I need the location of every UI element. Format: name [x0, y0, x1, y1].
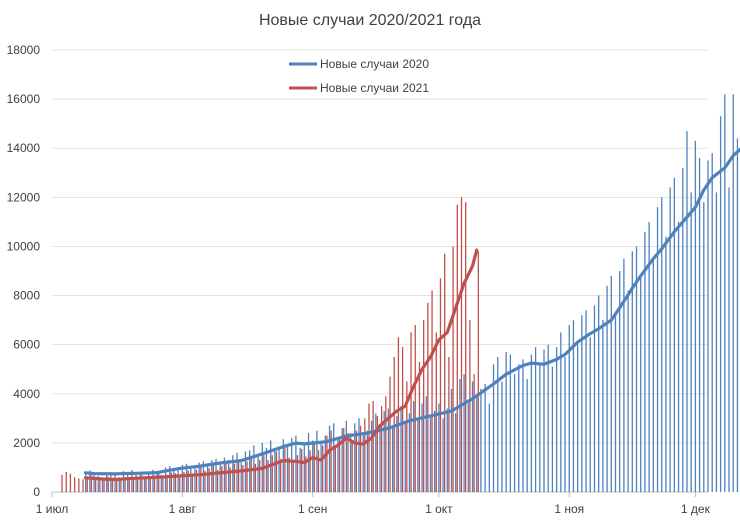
- y-tick-label: 8000: [13, 289, 40, 303]
- y-tick-label: 10000: [7, 239, 41, 253]
- gridlines: [52, 49, 708, 493]
- series-line-2020: [83, 147, 740, 476]
- x-tick-label: 1 ноя: [554, 502, 584, 516]
- y-tick-label: 2000: [13, 436, 40, 450]
- line-2021-group: [83, 248, 479, 482]
- x-tick-label: 1 окт: [425, 502, 453, 516]
- y-tick-label: 12000: [7, 190, 41, 204]
- legend: Новые случаи 2020 Новые случаи 2021: [289, 57, 429, 95]
- y-tick-label: 6000: [13, 338, 40, 352]
- y-tick-label: 16000: [7, 92, 41, 106]
- y-tick-label: 4000: [13, 387, 40, 401]
- x-tick-label: 1 авг: [169, 502, 197, 516]
- y-axis: 0 2000 4000 6000 8000 10000 12000 14000 16000 180…: [7, 43, 41, 499]
- y-tick-label: 14000: [7, 141, 41, 155]
- line-2020-group: [83, 147, 740, 476]
- legend-label-2020: Новые случаи 2020: [320, 57, 429, 71]
- x-tick-label: 1 дек: [681, 502, 711, 516]
- series-line-2021: [83, 248, 479, 482]
- legend-label-2021: Новые случаи 2021: [320, 81, 429, 95]
- y-tick-label: 18000: [7, 43, 41, 57]
- x-tick-label: 1 сен: [298, 502, 327, 516]
- bars-2020: [84, 94, 739, 492]
- x-axis: 1 июл 1 авг 1 сен 1 окт 1 ноя 1 дек: [36, 492, 711, 516]
- y-tick-label: 0: [33, 485, 40, 499]
- chart-title: Новые случаи 2020/2021 года: [259, 12, 481, 29]
- x-tick-label: 1 июл: [36, 502, 68, 516]
